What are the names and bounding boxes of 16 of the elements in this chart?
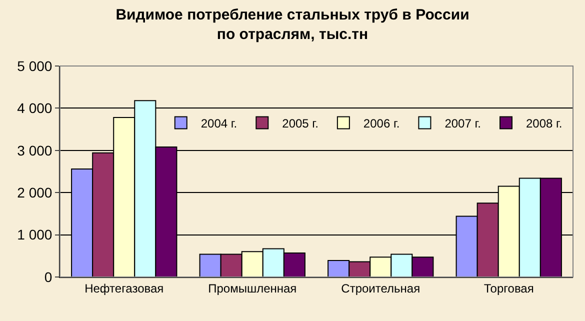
y-tick-label: 3 000 xyxy=(17,142,52,158)
y-tick-label: 2 000 xyxy=(17,184,52,200)
legend-label: 2005 г. xyxy=(282,116,318,130)
x-tick-label: Строительная xyxy=(341,281,420,296)
y-tick-label: 0 xyxy=(44,268,52,285)
legend-label: 2006 г. xyxy=(363,116,400,130)
chart-title: Видимое потребление стальных труб в России по отраслям, тыс.тн xyxy=(116,6,470,43)
y-tick-label: 5 000 xyxy=(17,58,52,74)
y-tick-label: 1 000 xyxy=(17,226,52,243)
x-tick-label: Нефтегазовая xyxy=(84,281,164,296)
legend-label: 2007 г. xyxy=(444,116,481,130)
x-tick-label: Промышленная xyxy=(208,281,297,296)
y-tick-label: 4 000 xyxy=(17,100,52,116)
legend-label: 2004 г. xyxy=(200,116,238,130)
legend-label: 2008 г. xyxy=(526,116,562,130)
x-tick-label: Торговая xyxy=(484,281,534,296)
